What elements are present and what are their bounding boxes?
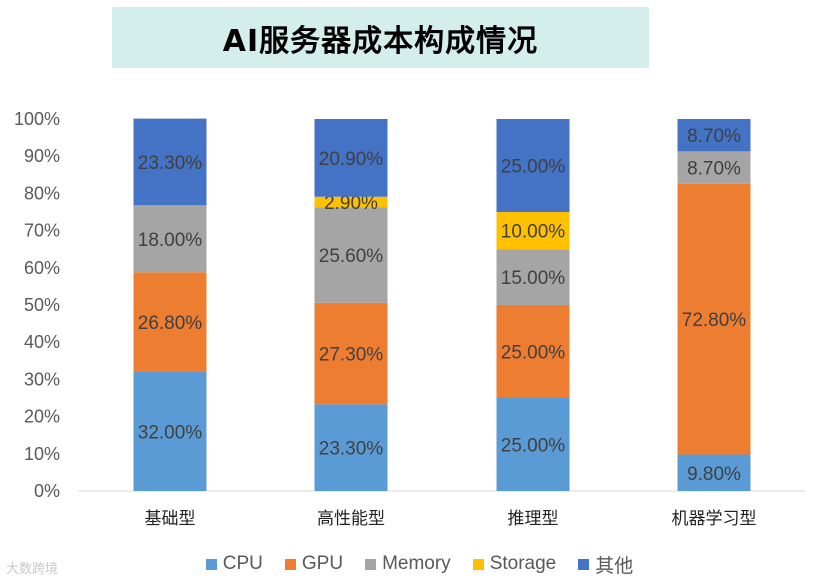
data-label: 2.90%: [324, 193, 378, 214]
bar-segment-Memory: [677, 151, 751, 184]
data-label: 27.30%: [319, 345, 384, 366]
data-label: 32.00%: [138, 422, 203, 443]
legend-label: CPU: [222, 553, 263, 574]
bar-segment-CPU: [133, 371, 207, 491]
bar-segment-CPU: [677, 454, 751, 491]
y-tick-label: 20%: [24, 407, 60, 427]
bar-segment-GPU: [133, 272, 207, 372]
bar-segment-GPU: [677, 183, 751, 455]
legend-label: GPU: [301, 553, 344, 574]
watermark: 大数跨境: [6, 562, 59, 577]
data-label: 25.00%: [501, 436, 566, 457]
chart-title: AI服务器成本构成情况: [112, 7, 649, 68]
bar-segment-其他: [677, 119, 751, 152]
data-label: 25.00%: [501, 157, 566, 178]
data-label: 20.90%: [319, 149, 384, 170]
bar-segment-Storage: [496, 212, 570, 250]
data-label: 15.00%: [501, 268, 566, 289]
y-tick-label: 10%: [24, 444, 60, 464]
data-label: 25.60%: [319, 246, 384, 267]
legend-label: Storage: [489, 553, 557, 574]
legend-swatch: [365, 558, 377, 570]
category-label: 机器学习型: [672, 509, 757, 529]
data-label: 23.30%: [138, 153, 203, 174]
bar-segment-Memory: [133, 205, 207, 273]
y-tick-label: 30%: [24, 369, 60, 389]
legend: CPU GPU Memory Storage 其他: [0, 550, 839, 578]
bar-segment-CPU: [314, 404, 388, 491]
bar-segment-CPU: [496, 398, 570, 491]
data-label: 72.80%: [682, 310, 747, 331]
data-label: 23.30%: [319, 439, 384, 460]
legend-swatch: [578, 558, 590, 570]
bar-segment-其他: [496, 119, 570, 212]
legend-swatch: [205, 558, 217, 570]
bar-segment-其他: [314, 119, 388, 197]
category-label: 推理型: [508, 509, 559, 529]
legend-swatch: [284, 558, 296, 570]
legend-label: Memory: [382, 553, 451, 574]
legend-item: Memory: [365, 553, 451, 575]
bar-segment-GPU: [314, 302, 388, 405]
bar-segment-Storage: [314, 196, 388, 208]
data-label: 10.00%: [501, 222, 566, 243]
y-tick-label: 40%: [24, 332, 60, 352]
y-tick-label: 50%: [24, 295, 60, 315]
bar-segment-Memory: [496, 249, 570, 305]
data-label: 18.00%: [138, 230, 203, 251]
data-label: 8.70%: [687, 126, 741, 147]
bar-segment-GPU: [496, 305, 570, 398]
y-tick-label: 100%: [14, 109, 60, 129]
category-label: 高性能型: [317, 509, 385, 529]
data-label: 8.70%: [687, 159, 741, 180]
bar-segment-其他: [133, 118, 207, 206]
y-tick-label: 60%: [24, 258, 60, 278]
data-label: 26.80%: [138, 313, 203, 334]
bar-segment-Memory: [314, 207, 388, 303]
legend-item: Storage: [472, 553, 557, 575]
legend-label: 其他: [595, 555, 634, 577]
data-label: 25.00%: [501, 343, 566, 364]
legend-item: 其他: [578, 551, 633, 578]
data-label: 9.80%: [687, 464, 741, 485]
y-tick-label: 90%: [24, 146, 60, 166]
category-label: 基础型: [145, 509, 196, 529]
legend-item: GPU: [284, 553, 344, 575]
y-tick-label: 0%: [34, 481, 60, 501]
legend-swatch: [472, 558, 484, 570]
y-tick-label: 70%: [24, 221, 60, 241]
legend-item: CPU: [205, 553, 263, 575]
y-tick-label: 80%: [24, 183, 60, 203]
